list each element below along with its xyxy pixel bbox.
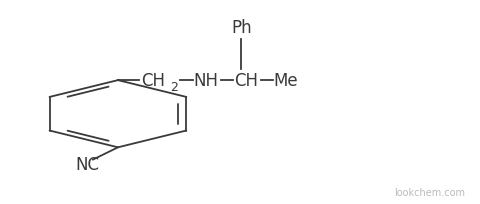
Text: NH: NH [193, 72, 218, 90]
Text: Me: Me [274, 72, 298, 90]
Text: lookchem.com: lookchem.com [394, 187, 465, 197]
Text: CH: CH [234, 72, 258, 90]
Text: 2: 2 [170, 80, 179, 93]
Text: Ph: Ph [231, 19, 252, 37]
Text: NC: NC [75, 155, 99, 173]
Text: CH: CH [141, 72, 165, 90]
